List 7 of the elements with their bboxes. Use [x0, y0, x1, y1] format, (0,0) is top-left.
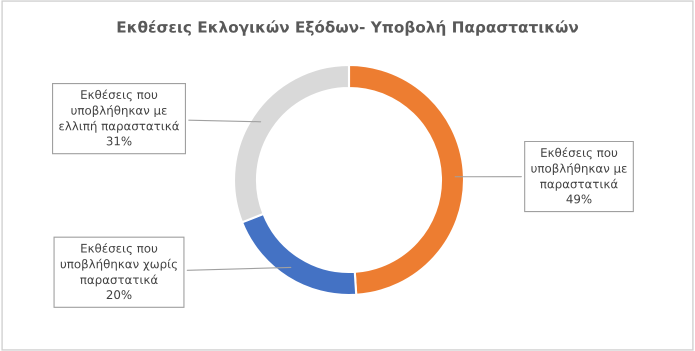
slice-label: Εκθέσεις που υποβλήθηκαν με παραστατικά [531, 147, 627, 191]
data-label: 49% [566, 194, 592, 204]
data-label: 31% [106, 136, 132, 146]
data-label: 20% [106, 290, 132, 300]
slice-label: Εκθέσεις που υποβλήθηκαν χωρίς παραστατικά [60, 243, 177, 286]
slice-label: Εκθέσεις που υποβλήθηκαν με ελλιπή παραστατικά [59, 89, 179, 133]
chart-title: Εκθέσεις Εκλογικών Εξόδων- Υποβολή Παραστατικών [118, 20, 578, 36]
